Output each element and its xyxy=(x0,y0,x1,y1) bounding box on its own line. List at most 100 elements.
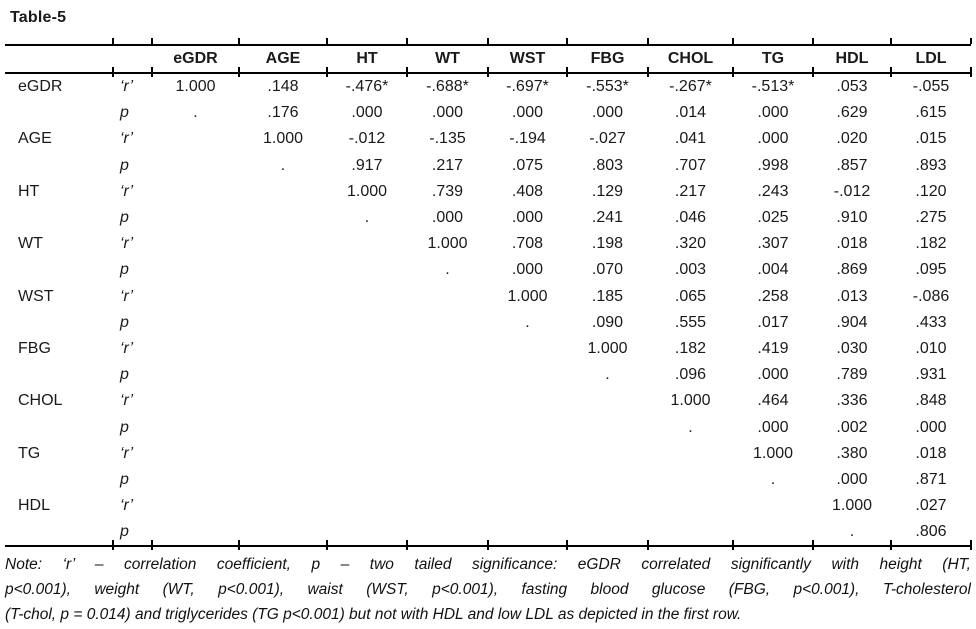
r-value: .848 xyxy=(915,392,947,410)
r-value xyxy=(239,441,327,467)
p-value: .003 xyxy=(674,261,707,279)
row-label-empty xyxy=(5,153,113,179)
r-value: -.135 xyxy=(429,130,466,148)
p-value: .014 xyxy=(674,104,707,122)
r-value: .013 xyxy=(836,287,868,305)
p-value xyxy=(327,519,408,551)
p-value: .629 xyxy=(836,104,868,122)
p-value xyxy=(733,519,814,551)
r-value xyxy=(407,388,488,414)
r-value xyxy=(648,493,733,519)
p-value: .857 xyxy=(836,156,868,174)
col-header-ht: HT xyxy=(327,39,408,78)
p-value xyxy=(567,467,648,493)
r-value: .243 xyxy=(757,182,789,200)
sub-row-label-r: ‘r’ xyxy=(120,182,134,200)
p-value xyxy=(327,362,407,388)
r-value: .217 xyxy=(674,182,707,200)
p-value: .000 xyxy=(431,209,464,227)
p-value xyxy=(152,153,239,179)
p-value: .000 xyxy=(591,104,624,122)
r-value: -.513* xyxy=(751,78,795,96)
table-header: eGDR AGE HT WT WST FBG CHOL TG HDL LDL xyxy=(5,39,972,78)
r-value: .380 xyxy=(836,444,868,462)
row-wt-p: p. .000 .070 .003 .004 .869 .095 xyxy=(5,257,971,283)
r-value: .185 xyxy=(591,287,624,305)
r-value xyxy=(488,493,567,519)
p-value: . xyxy=(688,418,693,436)
r-value: 1.000 xyxy=(670,392,711,410)
p-value: .869 xyxy=(836,261,868,279)
col-header-fbg: FBG xyxy=(567,39,649,78)
r-value xyxy=(407,441,488,467)
r-value: -.086 xyxy=(912,287,950,305)
p-value xyxy=(407,467,488,493)
p-value: .000 xyxy=(431,104,464,122)
p-value xyxy=(567,414,648,440)
p-value xyxy=(152,414,239,440)
row-fbg-p: p. .096 .000 .789 .931 xyxy=(5,362,971,388)
r-value: -.012 xyxy=(348,130,386,148)
p-value: .176 xyxy=(267,104,299,122)
r-value: .336 xyxy=(836,392,868,410)
r-value: .041 xyxy=(674,130,707,148)
sub-row-label-p: p xyxy=(120,313,129,331)
col-header-ldl: LDL xyxy=(891,39,972,78)
r-value: .018 xyxy=(915,444,947,462)
r-value: 1.000 xyxy=(262,130,304,148)
row-label-empty xyxy=(5,100,113,126)
row-tg-r: TG ‘r’ 1.000 .380 .018 xyxy=(5,441,971,467)
r-value: .258 xyxy=(757,287,789,305)
r-value: 1.000 xyxy=(752,444,794,462)
p-value: . xyxy=(280,156,286,174)
p-value: .803 xyxy=(591,156,624,174)
p-value xyxy=(239,467,327,493)
col-header-chol: CHOL xyxy=(648,39,734,78)
header-row: eGDR AGE HT WT WST FBG CHOL TG HDL LDL xyxy=(5,39,972,78)
r-value xyxy=(152,336,239,362)
p-value: .000 xyxy=(511,209,544,227)
sub-row-label-r: ‘r’ xyxy=(120,235,134,253)
r-value xyxy=(488,388,567,414)
p-value xyxy=(407,362,488,388)
p-value: .004 xyxy=(757,261,789,279)
r-value: .018 xyxy=(836,235,868,253)
p-value xyxy=(327,467,407,493)
row-label-empty xyxy=(5,414,113,440)
p-value xyxy=(488,519,568,551)
col-header-hdl: HDL xyxy=(813,39,892,78)
row-ht-r: HT ‘r’ 1.000 .739 .408 .129 .217 .243 -.012 .120 xyxy=(5,179,971,205)
row-fbg-r: FBG ‘r’ 1.000 .182 .419 .030 .010 xyxy=(5,336,971,362)
r-value: .182 xyxy=(674,339,707,357)
row-label: WST xyxy=(18,287,54,305)
col-header-age: AGE xyxy=(239,39,328,78)
r-value: -.012 xyxy=(833,182,871,200)
r-value: .182 xyxy=(915,235,947,253)
r-value xyxy=(327,231,407,257)
sub-row-label-p: p xyxy=(120,261,129,279)
row-label: CHOL xyxy=(18,392,63,410)
p-value: .070 xyxy=(591,261,624,279)
r-value: -.688* xyxy=(426,78,469,96)
table-note: Note: ‘r’ – correlation coefficient, p –… xyxy=(5,552,971,627)
p-value: .275 xyxy=(915,209,947,227)
sub-row-label-r: ‘r’ xyxy=(120,287,134,305)
r-value xyxy=(407,284,488,310)
row-chol-p: p. .000 .002 .000 xyxy=(5,414,971,440)
p-value: .433 xyxy=(915,313,947,331)
r-value: .065 xyxy=(674,287,707,305)
r-value: -.267* xyxy=(669,78,712,96)
p-value xyxy=(327,257,407,283)
r-value: 1.000 xyxy=(587,339,628,357)
correlation-table: eGDR AGE HT WT WST FBG CHOL TG HDL LDL eGDR ‘r’ 1.0… xyxy=(5,39,972,551)
p-value: .917 xyxy=(351,156,383,174)
p-value xyxy=(239,519,328,551)
sub-row-label-r: ‘r’ xyxy=(120,444,134,462)
p-value: .017 xyxy=(757,313,789,331)
r-value: .027 xyxy=(915,497,947,515)
col-header-wst: WST xyxy=(488,39,568,78)
r-value xyxy=(239,231,327,257)
p-value xyxy=(239,310,327,336)
row-label: HDL xyxy=(18,497,51,515)
p-value: .931 xyxy=(915,366,947,384)
